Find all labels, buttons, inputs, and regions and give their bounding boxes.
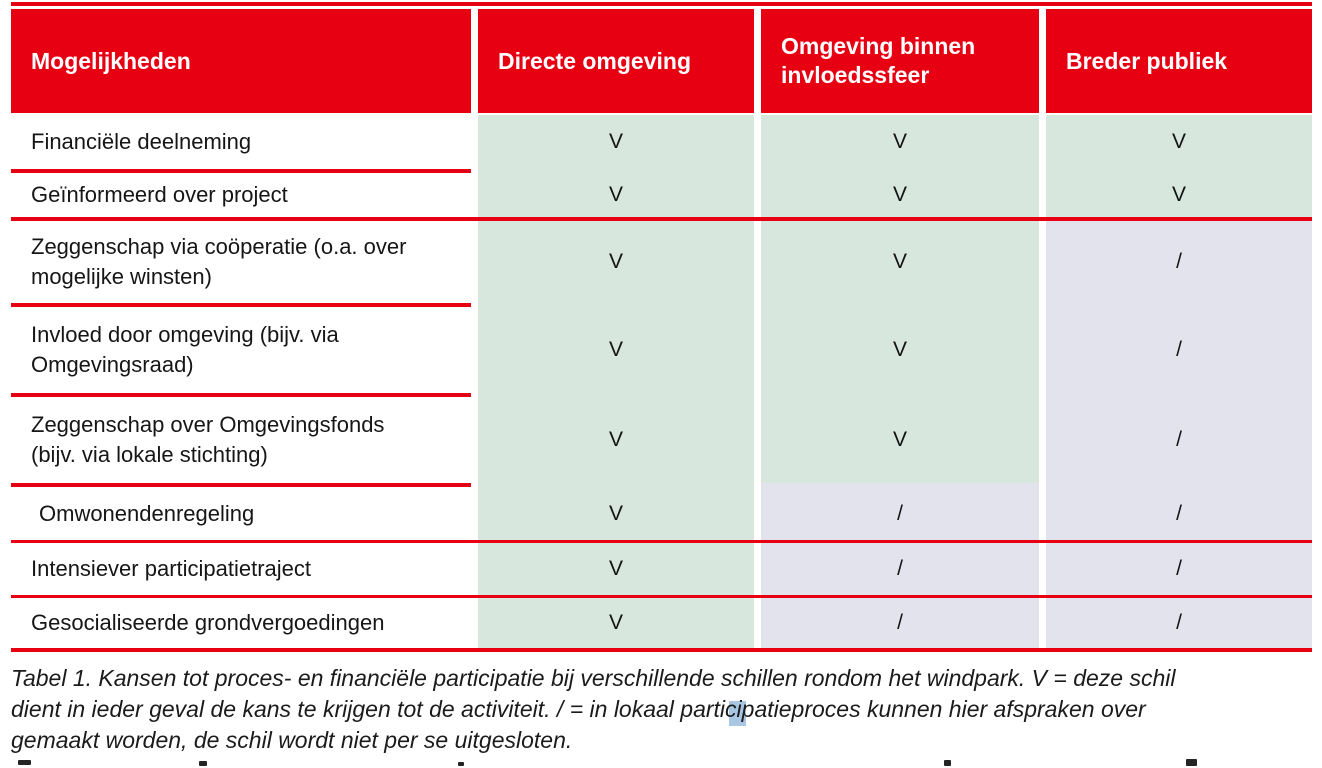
- value-cell: V: [761, 173, 1039, 217]
- value-cell: V: [1046, 173, 1312, 217]
- cropped-next-line-fragment: [944, 760, 951, 766]
- value-cell: V: [478, 115, 754, 169]
- header-cell-breder-publiek: Breder publiek: [1046, 9, 1312, 113]
- value-cell: V: [478, 487, 754, 540]
- row-separator-partial: [11, 393, 1312, 397]
- value-cell: /: [1046, 221, 1312, 303]
- row-label: Gesocialiseerde grondvergoedingen: [11, 598, 471, 648]
- caption-line: dient in ieder geval de kans te krijgen …: [11, 696, 1146, 722]
- header-label: Directe omgeving: [498, 47, 691, 74]
- table-row: Geïnformeerd over project V V V: [11, 173, 1312, 217]
- cropped-next-line-fragment: [1186, 759, 1197, 766]
- cropped-next-line-fragment: [199, 761, 207, 766]
- value-cell: V: [761, 221, 1039, 303]
- row-separator-full: [11, 217, 1312, 221]
- header-label: Breder publiek: [1066, 47, 1228, 74]
- value-cell: V: [478, 598, 754, 648]
- table-row: Zeggenschap via coöperatie (o.a. over mo…: [11, 221, 1312, 303]
- cropped-next-line-fragment: [18, 760, 31, 765]
- value-cell: V: [761, 307, 1039, 393]
- value-cell: V: [761, 397, 1039, 483]
- table-row: Invloed door omgeving (bijv. via Omgevin…: [11, 307, 1312, 393]
- value-cell: V: [761, 115, 1039, 169]
- header-cell-omgeving-binnen-invloedssfeer: Omgeving binnen invloedssfeer: [761, 9, 1039, 113]
- value-cell: /: [761, 598, 1039, 648]
- row-label: Invloed door omgeving (bijv. via Omgevin…: [11, 307, 471, 393]
- value-cell: /: [1046, 397, 1312, 483]
- value-cell: V: [478, 397, 754, 483]
- table-row: Financiële deelneming V V V: [11, 115, 1312, 169]
- value-cell: V: [478, 173, 754, 217]
- row-separator-partial: [11, 483, 1312, 487]
- caption-line: Tabel 1. Kansen tot proces- en financiël…: [11, 665, 1176, 691]
- value-cell: V: [478, 543, 754, 595]
- row-separator-partial: [11, 169, 1312, 173]
- value-cell: V: [1046, 115, 1312, 169]
- row-label: Zeggenschap over Omgevingsfonds (bijv. v…: [11, 397, 471, 483]
- value-cell: /: [761, 543, 1039, 595]
- row-label: Financiële deelneming: [11, 115, 471, 169]
- value-cell: /: [1046, 307, 1312, 393]
- header-label: Mogelijkheden: [31, 47, 191, 74]
- row-label: Geïnformeerd over project: [11, 173, 471, 217]
- header-cell-mogelijkheden: Mogelijkheden: [11, 9, 471, 113]
- value-cell: /: [761, 487, 1039, 540]
- table-bottom-border: [11, 648, 1312, 652]
- value-cell: V: [478, 307, 754, 393]
- table-top-border: [11, 2, 1312, 6]
- table-row: Intensiever participatietraject V / /: [11, 543, 1312, 595]
- table-row: Zeggenschap over Omgevingsfonds (bijv. v…: [11, 397, 1312, 483]
- table-row: Gesocialiseerde grondvergoedingen V / /: [11, 598, 1312, 648]
- value-cell: /: [1046, 543, 1312, 595]
- header-label: Omgeving binnen invloedssfeer: [781, 33, 976, 88]
- header-cell-directe-omgeving: Directe omgeving: [478, 9, 754, 113]
- value-cell: V: [478, 221, 754, 303]
- row-separator-full: [11, 595, 1312, 598]
- table-caption: Tabel 1. Kansen tot proces- en financiël…: [11, 663, 1316, 756]
- row-separator-partial: [11, 303, 1312, 307]
- value-cell: /: [1046, 487, 1312, 540]
- row-separator-full: [11, 540, 1312, 543]
- text-selection-highlight: [729, 701, 746, 726]
- header-row: Mogelijkheden Directe omgeving Omgeving …: [11, 9, 1312, 113]
- row-label: Omwonendenregeling: [11, 487, 471, 540]
- row-label: Intensiever participatietraject: [11, 543, 471, 595]
- row-label: Zeggenschap via coöperatie (o.a. over mo…: [11, 221, 471, 303]
- caption-line: gemaakt worden, de schil wordt niet per …: [11, 727, 573, 753]
- table-row: Omwonendenregeling V / /: [11, 487, 1312, 540]
- value-cell: /: [1046, 598, 1312, 648]
- cropped-next-line-fragment: [458, 762, 464, 766]
- participation-table: Mogelijkheden Directe omgeving Omgeving …: [11, 2, 1312, 652]
